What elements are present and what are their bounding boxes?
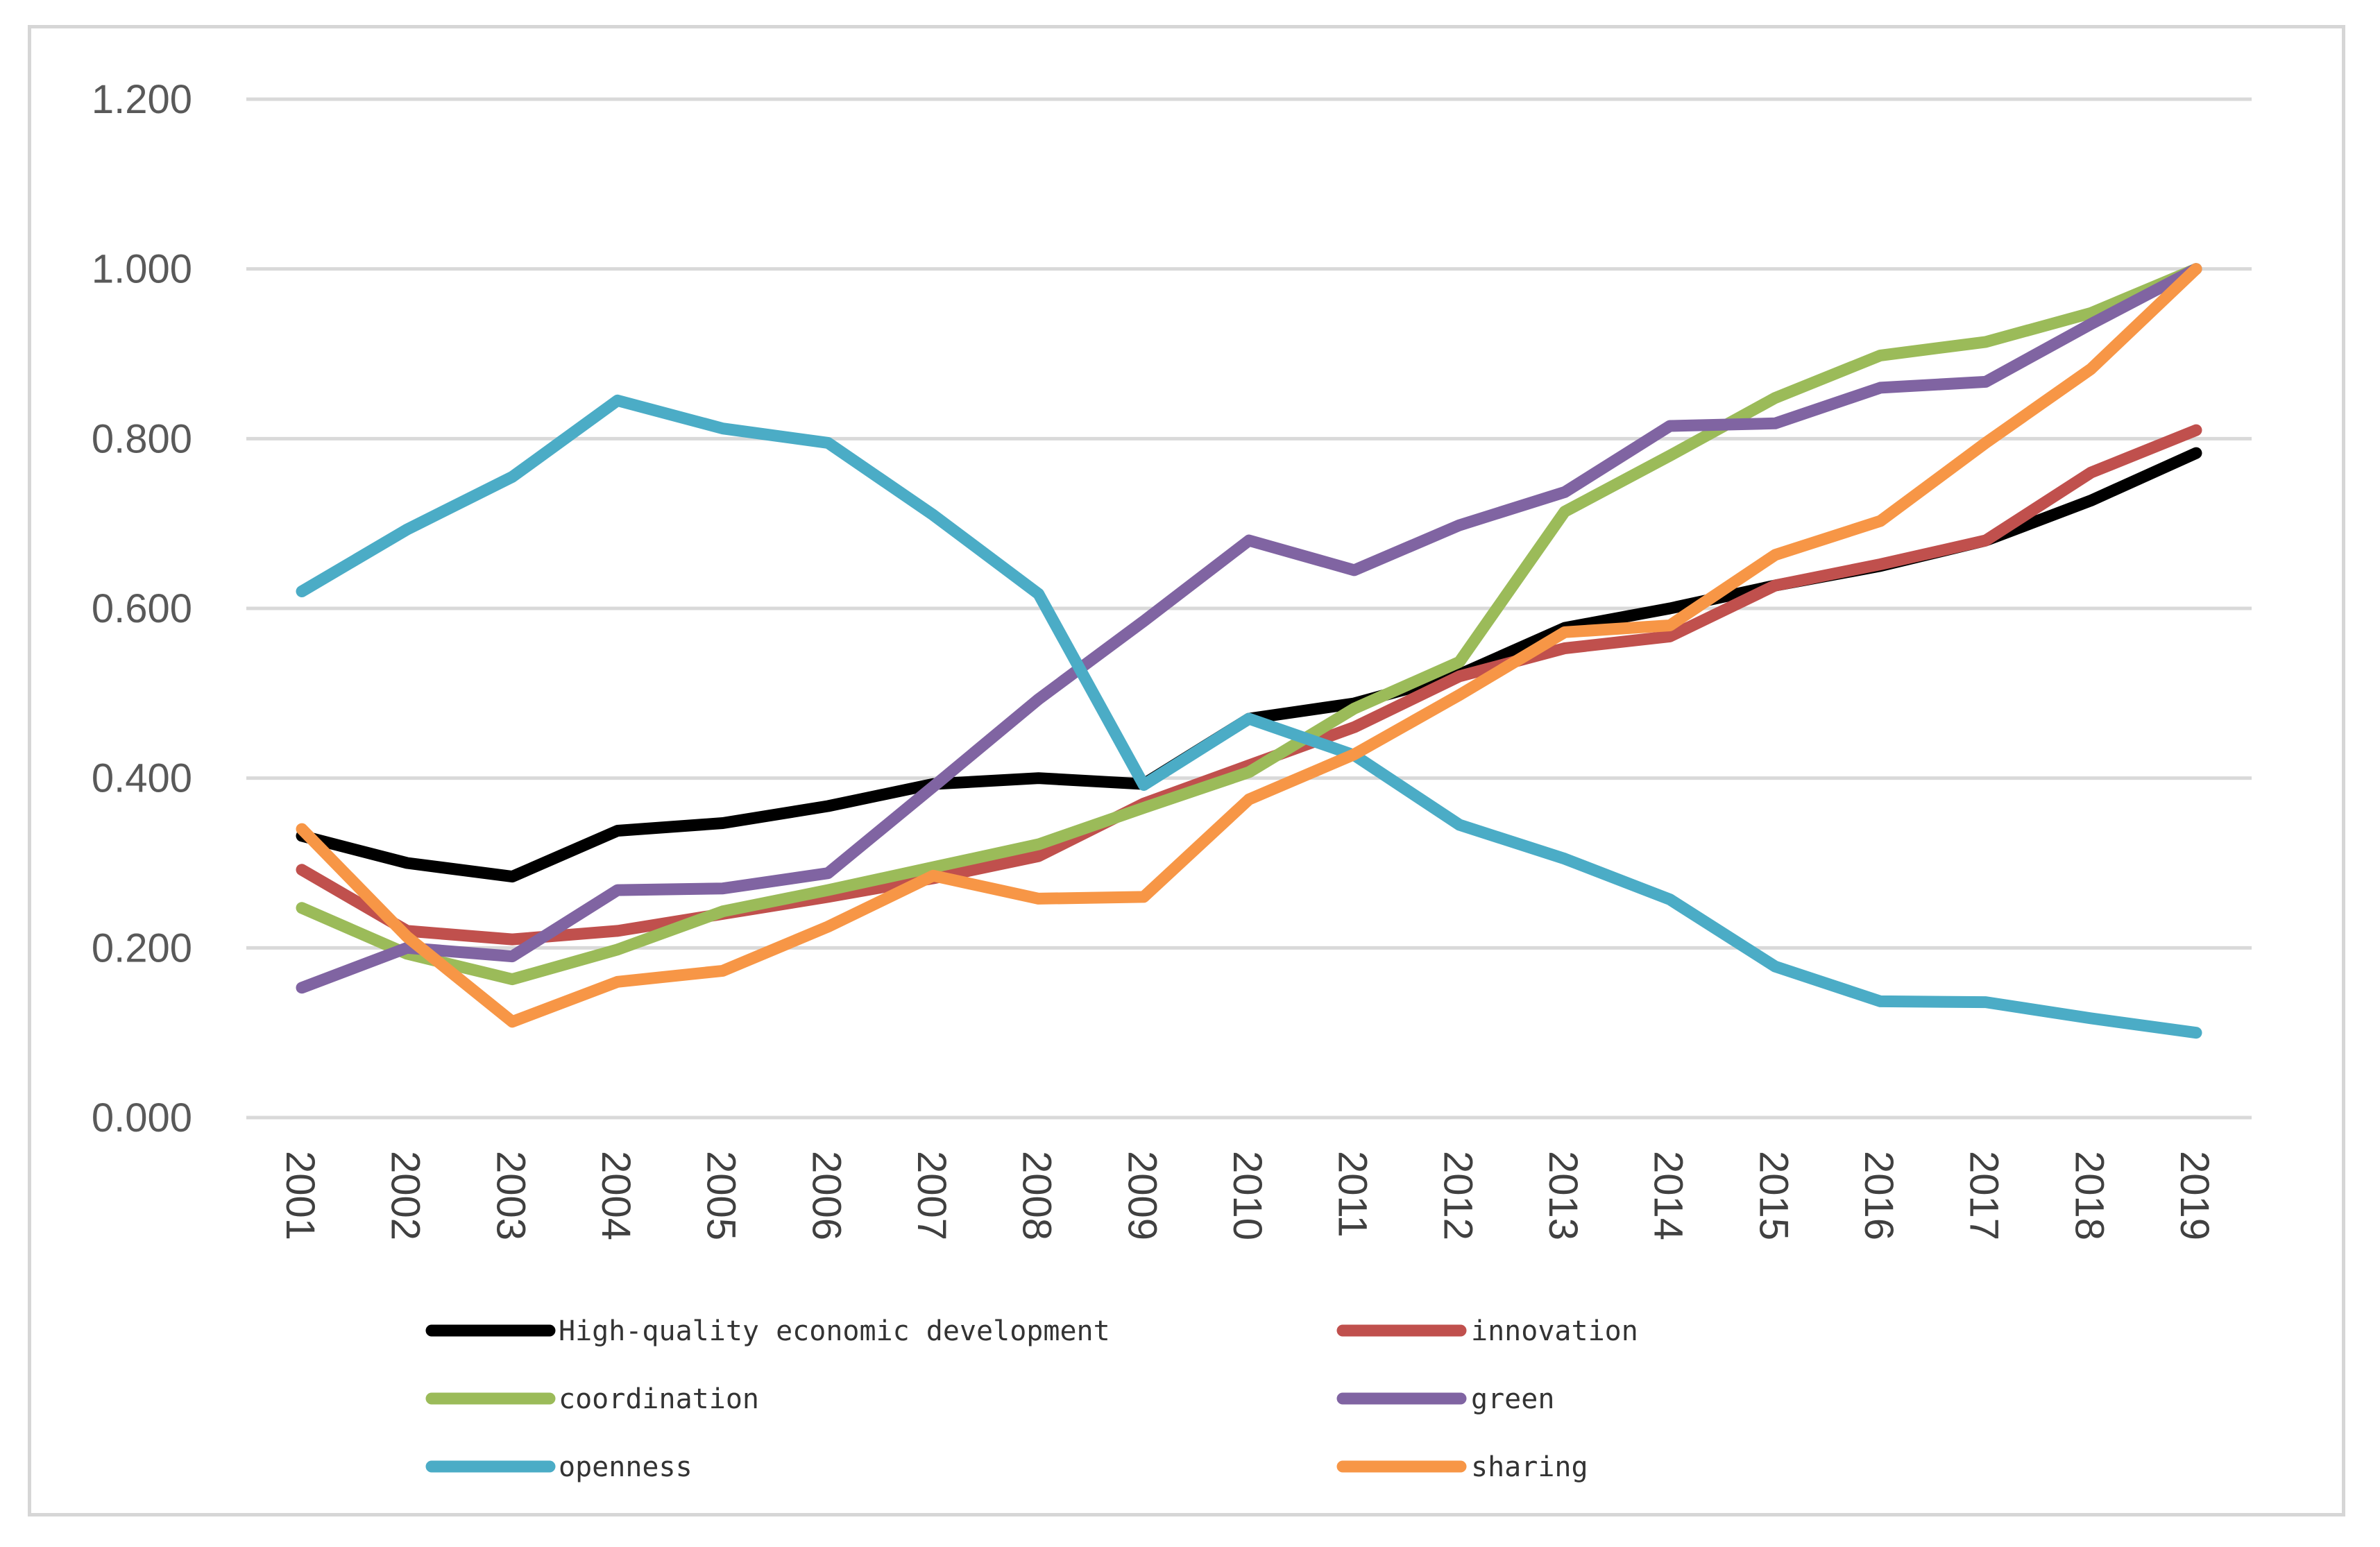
legend-label: openness bbox=[559, 1451, 692, 1483]
line-chart: 0.000 0.200 0.400 0.600 0.800 1.000 1.200 2001… bbox=[92, 77, 2252, 1483]
series-lines bbox=[296, 263, 2202, 1039]
y-tick-label: 0.200 bbox=[92, 925, 192, 971]
x-tick-label: 2010 bbox=[1225, 1151, 1270, 1240]
x-tick-label: 2011 bbox=[1330, 1151, 1375, 1238]
x-tick-label: 2005 bbox=[699, 1151, 744, 1240]
series-line-coordination bbox=[296, 263, 2202, 986]
x-axis-ticks: 2001 2002 2003 2004 2005 2006 2007 2008 2009 2010… bbox=[278, 1151, 2217, 1240]
legend-label: High-quality economic development bbox=[559, 1315, 1110, 1347]
legend: High-quality economic development innovat… bbox=[425, 1315, 1638, 1483]
x-tick-label: 2018 bbox=[2066, 1151, 2111, 1240]
x-tick-label: 2017 bbox=[1962, 1151, 2007, 1240]
y-tick-label: 0.800 bbox=[92, 416, 192, 461]
legend-label: sharing bbox=[1471, 1451, 1588, 1483]
series-line-green bbox=[296, 263, 2202, 994]
y-tick-label: 0.000 bbox=[92, 1095, 192, 1140]
series-line-sharing bbox=[296, 263, 2202, 1028]
x-tick-label: 2004 bbox=[593, 1151, 638, 1240]
x-tick-label: 2016 bbox=[1856, 1151, 1901, 1240]
y-tick-label: 1.000 bbox=[92, 247, 192, 292]
x-tick-label: 2006 bbox=[804, 1151, 849, 1240]
series-line-innovation bbox=[296, 424, 2202, 946]
legend-label: coordination bbox=[559, 1383, 759, 1415]
y-tick-label: 0.600 bbox=[92, 586, 192, 631]
y-tick-label: 1.200 bbox=[92, 77, 192, 122]
x-tick-label: 2002 bbox=[383, 1151, 428, 1240]
x-tick-label: 2012 bbox=[1435, 1151, 1480, 1240]
legend-label: innovation bbox=[1471, 1315, 1638, 1347]
y-tick-label: 0.400 bbox=[92, 756, 192, 801]
x-tick-label: 2015 bbox=[1751, 1151, 1796, 1240]
chart-frame: 0.000 0.200 0.400 0.600 0.800 1.000 1.200 2001… bbox=[28, 25, 2345, 1516]
x-tick-label: 2001 bbox=[278, 1151, 323, 1240]
series-line-high-quality-economic-development bbox=[296, 447, 2202, 883]
x-tick-label: 2014 bbox=[1646, 1151, 1691, 1240]
x-tick-label: 2013 bbox=[1540, 1151, 1586, 1240]
x-tick-label: 2003 bbox=[488, 1151, 533, 1240]
series-line-openness bbox=[296, 394, 2202, 1039]
x-tick-label: 2008 bbox=[1014, 1151, 1060, 1240]
y-axis-ticks: 0.000 0.200 0.400 0.600 0.800 1.000 1.200 bbox=[92, 77, 192, 1140]
x-tick-label: 2009 bbox=[1119, 1151, 1164, 1240]
x-tick-label: 2019 bbox=[2172, 1151, 2217, 1240]
x-tick-label: 2007 bbox=[909, 1151, 954, 1240]
legend-label: green bbox=[1471, 1383, 1554, 1415]
